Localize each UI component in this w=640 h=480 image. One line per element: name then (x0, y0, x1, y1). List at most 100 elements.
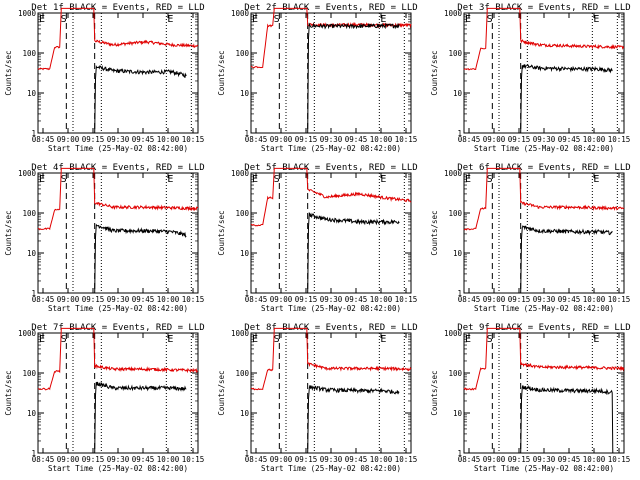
y-tick-label: 1 (31, 129, 36, 138)
y-tick-label: 100 (235, 209, 249, 218)
y-tick-label: 10 (453, 249, 463, 258)
panel-title: Det 2f BLACK = Events, RED = LLD (244, 3, 417, 13)
x-tick-label: 09:45 (345, 295, 368, 304)
plot-frame (37, 172, 199, 294)
panel-2: Det 2f BLACK = Events, RED = LLD 1 10 100 10… (217, 3, 418, 153)
eclipse-mark: E (252, 334, 258, 345)
y-axis-label: Counts/sec (217, 50, 226, 95)
x-tick-label: 08:45 (32, 455, 55, 464)
x-tick-label: 08:45 (245, 135, 268, 144)
x-tick-label: 10:00 (583, 295, 606, 304)
eclipse-mark: E (380, 334, 386, 345)
y-tick-label: 1 (457, 449, 462, 458)
y-axis-label: Counts/sec (217, 370, 226, 415)
x-tick-label: 09:45 (345, 455, 368, 464)
y-tick-label: 10 (240, 249, 250, 258)
x-tick-label: 10:15 (395, 135, 418, 144)
panel-title: Det 6f BLACK = Events, RED = LLD (457, 163, 630, 173)
x-tick-label: 09:30 (533, 295, 556, 304)
events-series-line (307, 22, 400, 134)
y-tick-label: 100 (448, 209, 462, 218)
eclipse-mark: E (39, 174, 45, 185)
lld-series-line (38, 327, 199, 391)
y-axis-label: Counts/sec (4, 370, 13, 415)
y-tick-label: 1 (457, 289, 462, 298)
eclipse-mark: E (593, 174, 599, 185)
events-series-line (520, 64, 613, 134)
y-tick-label: 1000 (18, 9, 37, 18)
eclipse-mark: E (167, 174, 173, 185)
lld-series-line (251, 327, 412, 391)
y-tick-label: 1 (244, 449, 249, 458)
x-tick-label: 09:30 (320, 455, 343, 464)
x-tick-label: 09:45 (558, 455, 581, 464)
s-mark: S (61, 334, 67, 345)
x-tick-label: 10:00 (583, 135, 606, 144)
y-axis-label: Counts/sec (430, 50, 439, 95)
x-tick-label: 08:45 (245, 295, 268, 304)
y-tick-label: 10 (27, 89, 37, 98)
s-mark: S (487, 334, 493, 345)
x-tick-label: 09:00 (57, 295, 80, 304)
lld-series-line (463, 167, 625, 231)
x-tick-label: 10:00 (157, 295, 180, 304)
panel-4: Det 4f BLACK = Events, RED = LLD 1 10 100 10… (4, 163, 205, 313)
y-tick-label: 100 (448, 49, 462, 58)
y-tick-label: 1000 (231, 9, 250, 18)
s-mark: S (487, 14, 493, 25)
panel-title: Det 7f BLACK = Events, RED = LLD (31, 323, 204, 333)
y-tick-label: 1 (244, 289, 249, 298)
x-tick-label: 10:00 (370, 455, 393, 464)
events-series-line (520, 384, 614, 454)
x-tick-label: 09:00 (483, 135, 506, 144)
x-tick-label: 09:00 (57, 135, 80, 144)
y-axis-label: Counts/sec (4, 210, 13, 255)
y-tick-label: 1000 (444, 9, 463, 18)
x-tick-label: 10:15 (395, 455, 418, 464)
panel-3: Det 3f BLACK = Events, RED = LLD 1 10 100 10… (430, 3, 631, 153)
panel-9: Det 9f BLACK = Events, RED = LLD 1 10 100 10… (430, 323, 631, 473)
x-tick-label: 09:00 (483, 295, 506, 304)
eclipse-mark: E (465, 174, 471, 185)
eclipse-mark: E (380, 174, 386, 185)
y-tick-label: 1000 (18, 329, 37, 338)
x-tick-label: 10:15 (395, 295, 418, 304)
panel-6: Det 6f BLACK = Events, RED = LLD 1 10 100 10… (430, 163, 631, 313)
y-axis-label: Counts/sec (430, 370, 439, 415)
x-tick-label: 09:30 (533, 455, 556, 464)
eclipse-mark: E (39, 334, 45, 345)
x-tick-label: 10:15 (182, 135, 205, 144)
x-tick-label: 09:00 (483, 455, 506, 464)
lld-series-line (37, 7, 199, 71)
y-tick-label: 1 (31, 289, 36, 298)
panel-8: Det 8f BLACK = Events, RED = LLD 1 10 100 10… (217, 323, 418, 473)
x-tick-label: 09:45 (558, 135, 581, 144)
eclipse-mark: E (465, 14, 471, 25)
y-tick-label: 10 (453, 409, 463, 418)
s-mark: S (274, 334, 280, 345)
x-axis-label: Start Time (25-May-02 08:42:00) (48, 144, 188, 153)
x-tick-label: 09:45 (558, 295, 581, 304)
x-tick-label: 09:15 (295, 455, 318, 464)
events-series-line (307, 385, 400, 454)
x-tick-label: 10:15 (608, 135, 631, 144)
x-tick-label: 10:00 (370, 295, 393, 304)
eclipse-mark: E (167, 14, 173, 25)
y-tick-label: 10 (27, 249, 37, 258)
x-tick-label: 09:15 (295, 295, 318, 304)
x-axis-label: Start Time (25-May-02 08:42:00) (474, 304, 614, 313)
y-tick-label: 1000 (18, 169, 37, 178)
plot-frame (463, 12, 625, 134)
x-tick-label: 10:00 (157, 455, 180, 464)
s-mark: S (274, 14, 280, 25)
y-axis-label: Counts/sec (430, 210, 439, 255)
x-tick-label: 09:00 (270, 295, 293, 304)
x-tick-label: 09:15 (82, 295, 105, 304)
y-tick-label: 1000 (231, 329, 250, 338)
x-tick-label: 09:15 (82, 135, 105, 144)
x-tick-label: 09:15 (82, 455, 105, 464)
panel-7: Det 7f BLACK = Events, RED = LLD 1 10 100 10… (4, 323, 205, 473)
x-tick-label: 09:30 (320, 135, 343, 144)
panel-title: Det 5f BLACK = Events, RED = LLD (244, 163, 417, 173)
